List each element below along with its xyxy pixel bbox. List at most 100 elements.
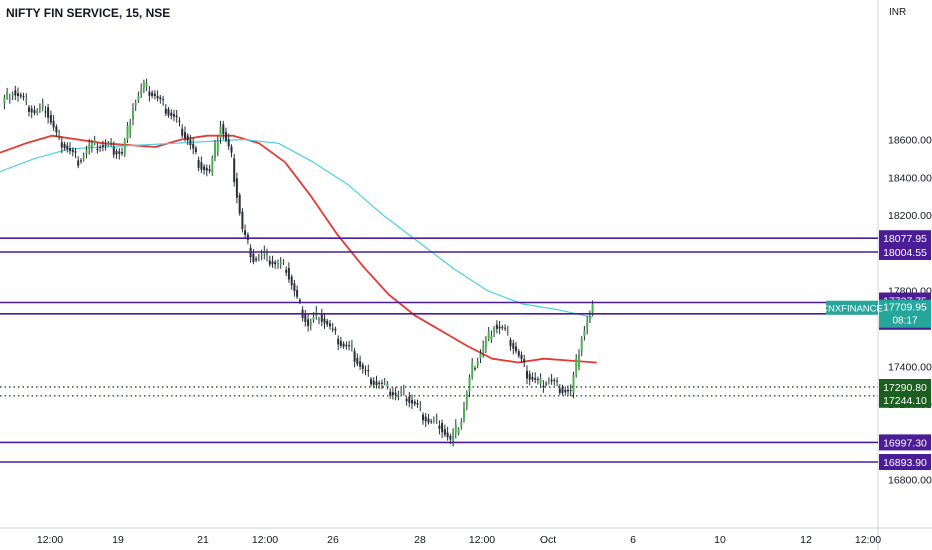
- candle-body: [293, 283, 295, 291]
- x-tick-label: 12:00: [37, 534, 63, 546]
- symbol-label-text: CNXFINANCE: [821, 304, 883, 315]
- candle-body: [504, 328, 506, 329]
- candle-body: [222, 124, 224, 134]
- candle-body: [318, 319, 320, 320]
- candle-body: [75, 151, 77, 152]
- candle-body: [203, 166, 205, 170]
- candle-body: [321, 313, 323, 321]
- price-level-badge-text: 18077.95: [883, 233, 927, 245]
- candle-body: [9, 99, 11, 100]
- candle-body: [58, 134, 60, 136]
- candle-body: [531, 377, 533, 380]
- candle-body: [414, 402, 416, 404]
- candle-body: [173, 114, 175, 116]
- candle-body: [247, 235, 249, 240]
- candle-body: [510, 340, 512, 347]
- candle-body: [17, 93, 19, 96]
- candle-body: [583, 331, 585, 337]
- x-tick-label: 28: [414, 534, 426, 546]
- candle-body: [157, 96, 159, 98]
- candle-body: [277, 264, 279, 265]
- candle-body: [337, 339, 339, 345]
- candle-body: [329, 323, 331, 326]
- candle-body: [490, 336, 492, 339]
- candle-body: [50, 115, 52, 123]
- candle-body: [376, 381, 378, 385]
- candle-body: [31, 109, 33, 113]
- candle-body: [228, 139, 230, 146]
- candle-body: [285, 270, 287, 273]
- candle-body: [411, 400, 413, 403]
- candle-body: [362, 365, 364, 369]
- candle-body: [36, 111, 38, 114]
- candle-body: [540, 378, 542, 384]
- candle-body: [406, 399, 408, 401]
- candle-body: [151, 93, 153, 96]
- candle-body: [143, 82, 145, 89]
- y-tick-label: 18200.00: [888, 210, 932, 222]
- candle-body: [244, 230, 246, 235]
- candle-body: [428, 419, 430, 423]
- candle-body: [537, 379, 539, 380]
- candle-body: [529, 374, 531, 380]
- candle-body: [307, 319, 309, 326]
- candle-body: [403, 390, 405, 392]
- x-tick-label: 10: [714, 534, 726, 546]
- candle-body: [499, 327, 501, 329]
- candle-body: [94, 140, 96, 143]
- candle-body: [110, 141, 112, 143]
- candle-body: [274, 262, 276, 264]
- y-tick-label: 16800.00: [888, 475, 932, 487]
- candle-body: [496, 325, 498, 329]
- candle-body: [381, 383, 383, 384]
- candle-body: [217, 141, 219, 152]
- candle-body: [449, 436, 451, 440]
- candle-body: [64, 144, 66, 148]
- candle-body: [575, 359, 577, 375]
- candle-body: [99, 147, 101, 148]
- candle-body: [66, 146, 68, 150]
- y-tick-label: 18400.00: [888, 172, 932, 184]
- candle-body: [107, 143, 109, 144]
- candle-body: [220, 127, 222, 138]
- candle-body: [39, 107, 41, 110]
- candle-body: [433, 420, 435, 421]
- candle-body: [28, 107, 30, 112]
- candle-body: [422, 415, 424, 421]
- y-tick-label: 18600.00: [888, 134, 932, 146]
- candle-body: [20, 95, 22, 97]
- candle-body: [233, 158, 235, 182]
- candle-body: [105, 145, 107, 146]
- candle-body: [14, 90, 16, 95]
- candle-body: [195, 148, 197, 152]
- candle-body: [389, 392, 391, 396]
- candle-body: [365, 370, 367, 371]
- candle-body: [488, 332, 490, 340]
- candle-body: [140, 89, 142, 95]
- candle-body: [272, 261, 274, 264]
- candle-body: [570, 390, 572, 391]
- candle-body: [477, 361, 479, 365]
- y-tick-label: 17400.00: [888, 361, 932, 373]
- candle-body: [137, 96, 139, 101]
- candle-body: [127, 126, 129, 140]
- candle-body: [373, 381, 375, 385]
- candle-body: [578, 355, 580, 367]
- candle-body: [86, 150, 88, 153]
- candle-body: [367, 370, 369, 371]
- candle-body: [586, 322, 588, 329]
- candle-body: [299, 300, 301, 302]
- candle-body: [463, 408, 465, 420]
- candle-body: [425, 417, 427, 422]
- candle-body: [447, 433, 449, 438]
- candle-body: [474, 368, 476, 369]
- x-tick-label: 12:00: [252, 534, 278, 546]
- candle-body: [148, 92, 150, 96]
- candle-body: [313, 317, 315, 321]
- candle-body: [296, 290, 298, 297]
- candle-body: [239, 195, 241, 213]
- candle-body: [518, 351, 520, 356]
- candle-body: [192, 144, 194, 149]
- candle-body: [397, 394, 399, 395]
